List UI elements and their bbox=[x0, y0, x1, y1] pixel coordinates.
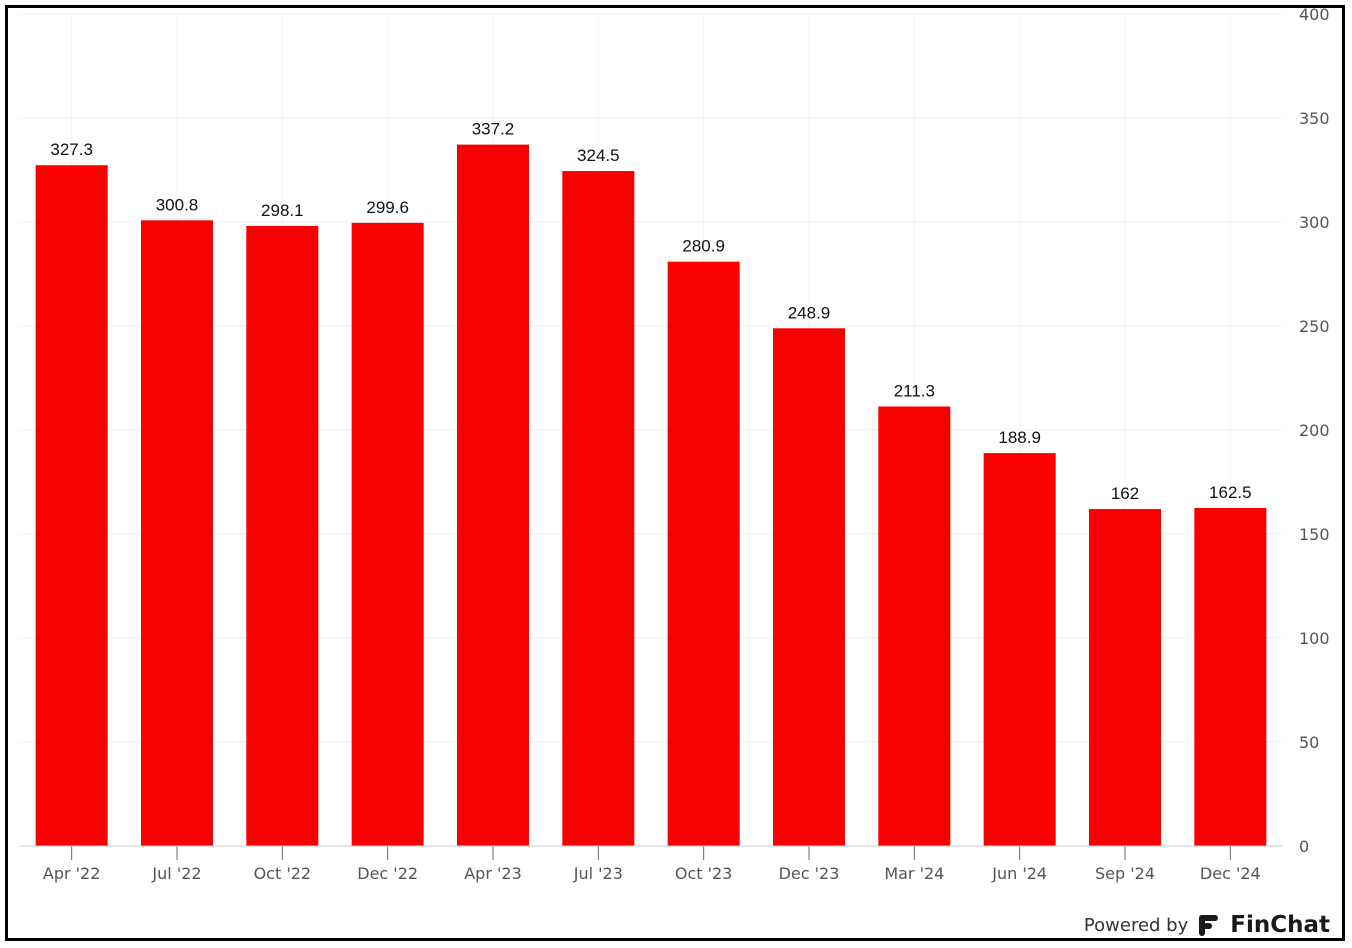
bar bbox=[141, 220, 213, 846]
data-label: 327.3 bbox=[50, 140, 93, 159]
x-tick-label: Dec '24 bbox=[1200, 864, 1261, 883]
y-axis: 0 50 100 150 200 250 300 350 400 bbox=[1299, 5, 1330, 856]
data-label: 337.2 bbox=[472, 120, 515, 139]
y-tick-label: 200 bbox=[1299, 421, 1330, 440]
data-label: 280.9 bbox=[682, 237, 725, 256]
x-tick-label: Dec '22 bbox=[357, 864, 418, 883]
data-label: 299.6 bbox=[366, 198, 409, 217]
x-tick-label: Apr '23 bbox=[464, 864, 522, 883]
finchat-brand-name: FinChat bbox=[1230, 912, 1330, 938]
y-tick-label: 300 bbox=[1299, 213, 1330, 232]
x-tick-label: Jul '22 bbox=[151, 864, 201, 883]
bar bbox=[667, 261, 740, 846]
bar bbox=[1089, 509, 1161, 846]
data-label: 188.9 bbox=[998, 428, 1041, 447]
bar bbox=[246, 225, 319, 846]
data-label: 162 bbox=[1111, 484, 1139, 503]
powered-by-text: Powered by bbox=[1083, 914, 1189, 936]
bars bbox=[35, 144, 1267, 847]
x-tick-label: Apr '22 bbox=[43, 864, 101, 883]
bar bbox=[562, 171, 635, 847]
x-tick-label: Mar '24 bbox=[884, 864, 944, 883]
bar bbox=[878, 406, 951, 846]
data-label: 300.8 bbox=[156, 195, 199, 214]
x-tick-label: Jul '23 bbox=[573, 864, 623, 883]
data-label: 211.3 bbox=[894, 381, 935, 400]
bar bbox=[1194, 508, 1267, 846]
data-label: 324.5 bbox=[577, 146, 620, 165]
x-tick-label: Sep '24 bbox=[1095, 864, 1155, 883]
data-label: 298.1 bbox=[261, 201, 304, 220]
finchat-logo-icon bbox=[1199, 915, 1219, 936]
y-tick-label: 150 bbox=[1299, 525, 1330, 544]
bar bbox=[457, 144, 529, 846]
y-tick-label: 400 bbox=[1299, 5, 1330, 24]
data-label: 248.9 bbox=[788, 303, 831, 322]
y-tick-label: 50 bbox=[1299, 733, 1319, 752]
data-label: 162.5 bbox=[1209, 483, 1252, 502]
x-tick-label: Oct '23 bbox=[675, 864, 733, 883]
x-axis: Apr '22 Jul '22 Oct '22 Dec '22 Apr '23 Jul '… bbox=[19, 845, 1283, 883]
bar bbox=[773, 328, 845, 847]
y-tick-label: 100 bbox=[1299, 629, 1330, 648]
y-tick-label: 250 bbox=[1299, 317, 1330, 336]
x-tick-label: Jun '24 bbox=[991, 864, 1047, 883]
x-tick-label: Oct '22 bbox=[254, 864, 312, 883]
y-tick-label: 350 bbox=[1299, 109, 1330, 128]
bar bbox=[35, 165, 108, 846]
value-labels: 327.3 300.8 298.1 299.6 337.2 324.5 280.9 248.9… bbox=[50, 120, 1251, 503]
powered-by-credit[interactable]: Powered by FinChat bbox=[1084, 912, 1330, 938]
bar bbox=[351, 222, 424, 846]
y-tick-label: 0 bbox=[1299, 837, 1309, 856]
bar bbox=[983, 453, 1056, 846]
x-tick-label: Dec '23 bbox=[779, 864, 840, 883]
